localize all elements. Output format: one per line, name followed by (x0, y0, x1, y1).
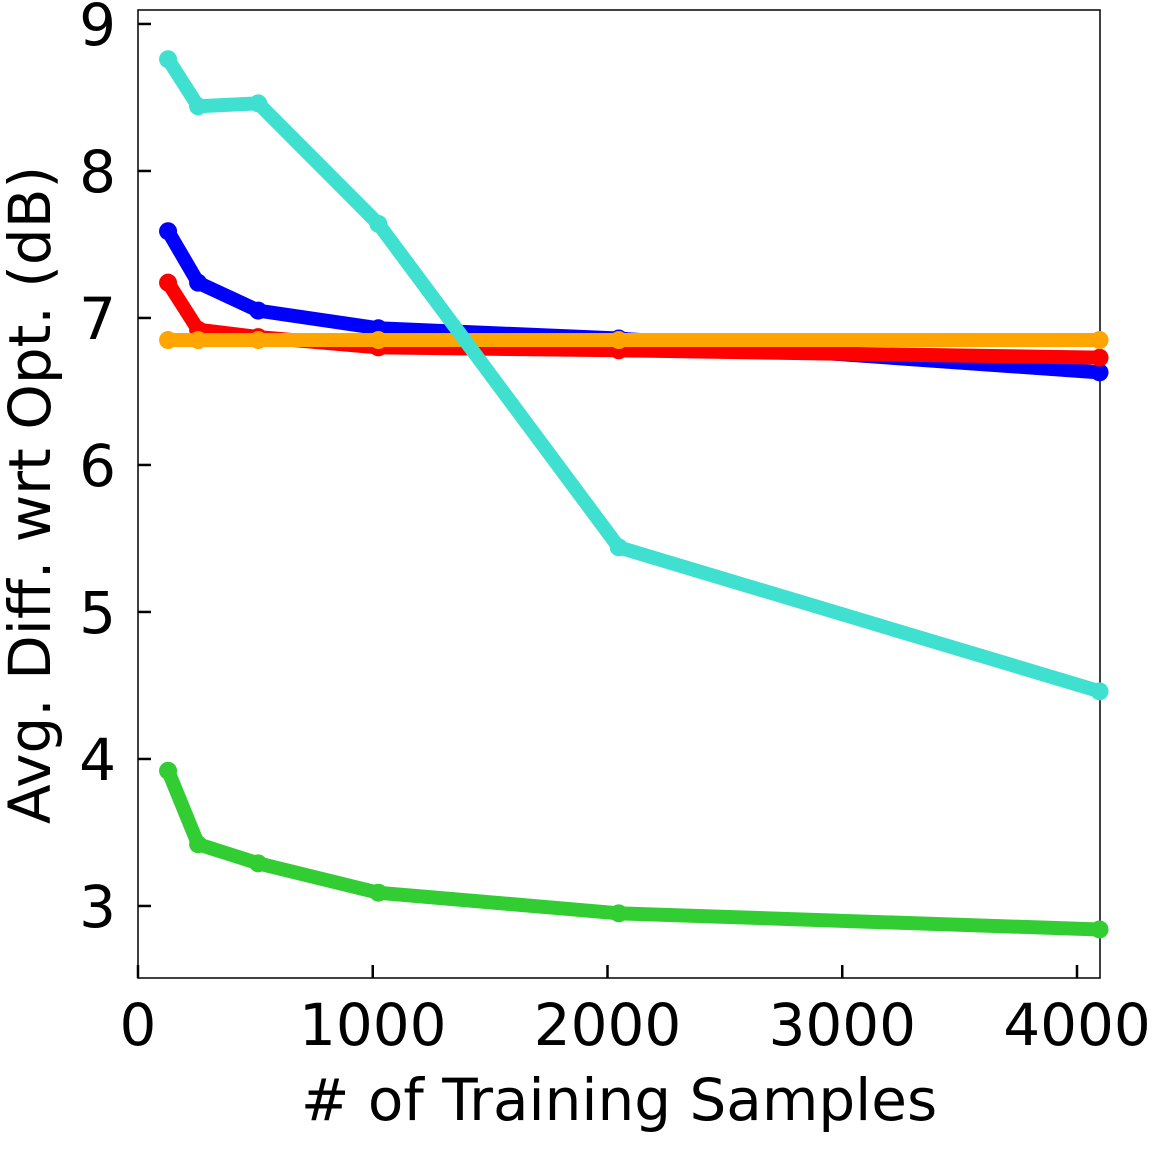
point (249, 854, 268, 873)
point (609, 538, 628, 557)
point (1090, 348, 1109, 367)
y-tick-label: 8 (79, 138, 116, 206)
point (1090, 920, 1109, 939)
x-tick-label: 0 (120, 991, 157, 1059)
point (1090, 682, 1109, 701)
point (159, 273, 178, 292)
y-tick-label: 3 (79, 873, 116, 941)
point (159, 761, 178, 780)
point (159, 222, 178, 241)
point (159, 331, 178, 350)
x-tick-label: 1000 (299, 991, 447, 1059)
y-tick-label: 6 (79, 432, 116, 500)
point (249, 301, 268, 320)
point (189, 331, 208, 350)
point (189, 273, 208, 292)
point (249, 94, 268, 113)
y-tick-label: 7 (79, 285, 116, 353)
point (369, 883, 388, 902)
x-tick-label: 2000 (534, 991, 682, 1059)
point (609, 904, 628, 923)
x-tick-label: 3000 (768, 991, 916, 1059)
line (161, 768, 1100, 937)
point (1090, 331, 1109, 350)
plot-frame (137, 9, 1101, 979)
point (249, 331, 268, 350)
point (369, 331, 388, 350)
y-tick-label: 4 (79, 726, 116, 794)
x-axis-label: # of Training Samples (301, 1066, 937, 1134)
point (159, 50, 178, 69)
point (189, 835, 208, 854)
point (609, 331, 628, 350)
point (369, 214, 388, 233)
line (162, 55, 1102, 699)
y-axis-label: Avg. Diff. wrt Opt. (dB) (0, 166, 64, 824)
y-tick-label: 5 (79, 579, 116, 647)
point (1090, 363, 1109, 382)
point (189, 97, 208, 116)
x-tick-label: 4000 (1003, 991, 1151, 1059)
y-tick-label: 9 (79, 0, 116, 59)
